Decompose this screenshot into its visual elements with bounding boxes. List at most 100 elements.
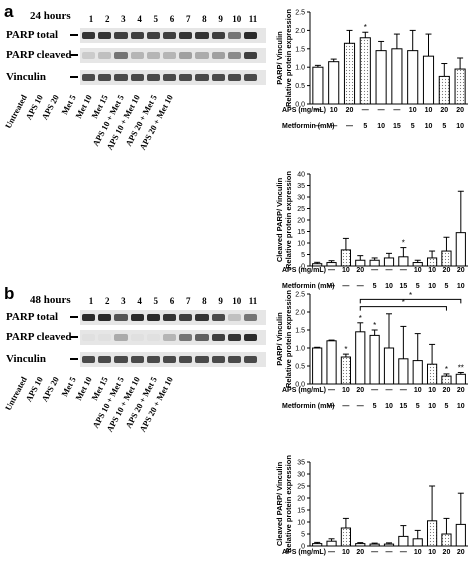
- blot-band: [163, 314, 177, 321]
- bar: [369, 543, 380, 547]
- aps-value: —: [386, 267, 393, 274]
- blot-band: [114, 74, 128, 81]
- metformin-row-label: Metformin (mM): [282, 283, 335, 290]
- blot-band: [195, 314, 209, 321]
- metformin-row-label: Metformin (mM): [282, 403, 335, 410]
- aps-value: 10: [409, 107, 417, 114]
- aps-value: 10: [414, 549, 422, 556]
- row-marker: [70, 54, 78, 56]
- blot-band: [211, 356, 225, 363]
- metformin-value: —: [328, 403, 335, 410]
- bar: [412, 538, 423, 547]
- y-tick-label: 35: [297, 183, 305, 190]
- aps-value: 10: [428, 267, 436, 274]
- blot-band: [114, 356, 128, 363]
- blot-band: [82, 334, 96, 341]
- bar: [455, 523, 466, 547]
- bar: [369, 259, 380, 267]
- significance-bracket: [359, 306, 447, 311]
- blot-row-label: PARP cleaved: [6, 49, 72, 61]
- blot-row-label: PARP cleaved: [6, 331, 72, 343]
- blot-band: [211, 32, 225, 39]
- aps-value: 10: [342, 387, 350, 394]
- blot-band: [163, 32, 177, 39]
- blot-band: [114, 314, 128, 321]
- blot-band: [244, 74, 258, 81]
- blot-band: [163, 52, 177, 59]
- aps-value: —: [328, 387, 335, 394]
- bar: [383, 347, 395, 385]
- blot-band: [227, 74, 241, 81]
- metformin-value: —: [314, 123, 321, 130]
- metformin-value: 5: [373, 283, 377, 290]
- bar: [355, 543, 366, 547]
- metformin-value: —: [357, 283, 364, 290]
- y-tick-label: 5: [301, 532, 305, 539]
- metformin-value: 10: [457, 283, 465, 290]
- aps-value: 20: [457, 387, 465, 394]
- blot-band: [82, 32, 96, 39]
- bar: [391, 48, 403, 105]
- blot-band: [179, 52, 193, 59]
- aps-value: 10: [414, 267, 422, 274]
- y-tick-label: 2.0: [295, 310, 305, 317]
- aps-value: 10: [425, 107, 433, 114]
- row-marker: [70, 76, 78, 78]
- blot-band: [244, 314, 258, 321]
- aps-value: —: [328, 267, 335, 274]
- blot-band: [227, 32, 241, 39]
- y-axis-label-2: Relative protein expression: [284, 171, 293, 269]
- blot-band: [130, 74, 144, 81]
- bar: [312, 263, 323, 267]
- aps-value: 20: [457, 267, 465, 274]
- aps-value: 20: [356, 267, 364, 274]
- aps-value: 10: [414, 387, 422, 394]
- y-tick-label: 2.0: [295, 28, 305, 35]
- bar: [398, 535, 409, 547]
- aps-value: 20: [443, 387, 451, 394]
- blot-band: [163, 334, 177, 341]
- blot-band: [146, 52, 160, 59]
- y-tick-label: 2.5: [295, 292, 305, 299]
- lane-number: 10: [232, 296, 242, 306]
- lane-number: 2: [104, 14, 110, 24]
- y-tick-label: 25: [297, 484, 305, 491]
- metformin-value: —: [357, 403, 364, 410]
- blot-band: [98, 32, 112, 39]
- blot-band: [163, 356, 177, 363]
- row-marker: [70, 316, 78, 318]
- significance-star: *: [364, 23, 367, 32]
- significance-star: **: [458, 363, 464, 372]
- blot-band: [179, 32, 193, 39]
- time-label-b: 48 hours: [30, 294, 71, 306]
- blot-band: [211, 52, 225, 59]
- y-tick-label: 0.0: [295, 382, 305, 389]
- blot-band: [227, 314, 241, 321]
- bar: [383, 543, 395, 547]
- aps-value: 10: [342, 267, 350, 274]
- metformin-value: —: [342, 403, 349, 410]
- aps-value: 20: [440, 107, 448, 114]
- bar: [412, 262, 423, 267]
- y-tick-label: 35: [297, 460, 305, 467]
- blot-band: [82, 74, 96, 81]
- panel-letter-b: b: [4, 284, 15, 303]
- y-tick-label: 1.5: [295, 46, 305, 53]
- metformin-value: 15: [393, 123, 401, 130]
- blot-band: [211, 334, 225, 341]
- blot-band: [179, 74, 193, 81]
- y-tick-label: 0: [301, 264, 305, 271]
- aps-row-label: APS (mg/mL): [282, 107, 326, 114]
- lane-number: 4: [137, 14, 142, 24]
- aps-value: —: [386, 387, 393, 394]
- aps-value: 20: [356, 549, 364, 556]
- blot-band: [98, 334, 112, 341]
- y-tick-label: 20: [297, 496, 305, 503]
- blot-band: [130, 334, 144, 341]
- bar: [398, 358, 409, 385]
- metformin-value: 5: [416, 283, 420, 290]
- aps-value: —: [371, 267, 378, 274]
- blot-band: [146, 32, 160, 39]
- blot-band: [195, 334, 209, 341]
- metformin-value: —: [342, 283, 349, 290]
